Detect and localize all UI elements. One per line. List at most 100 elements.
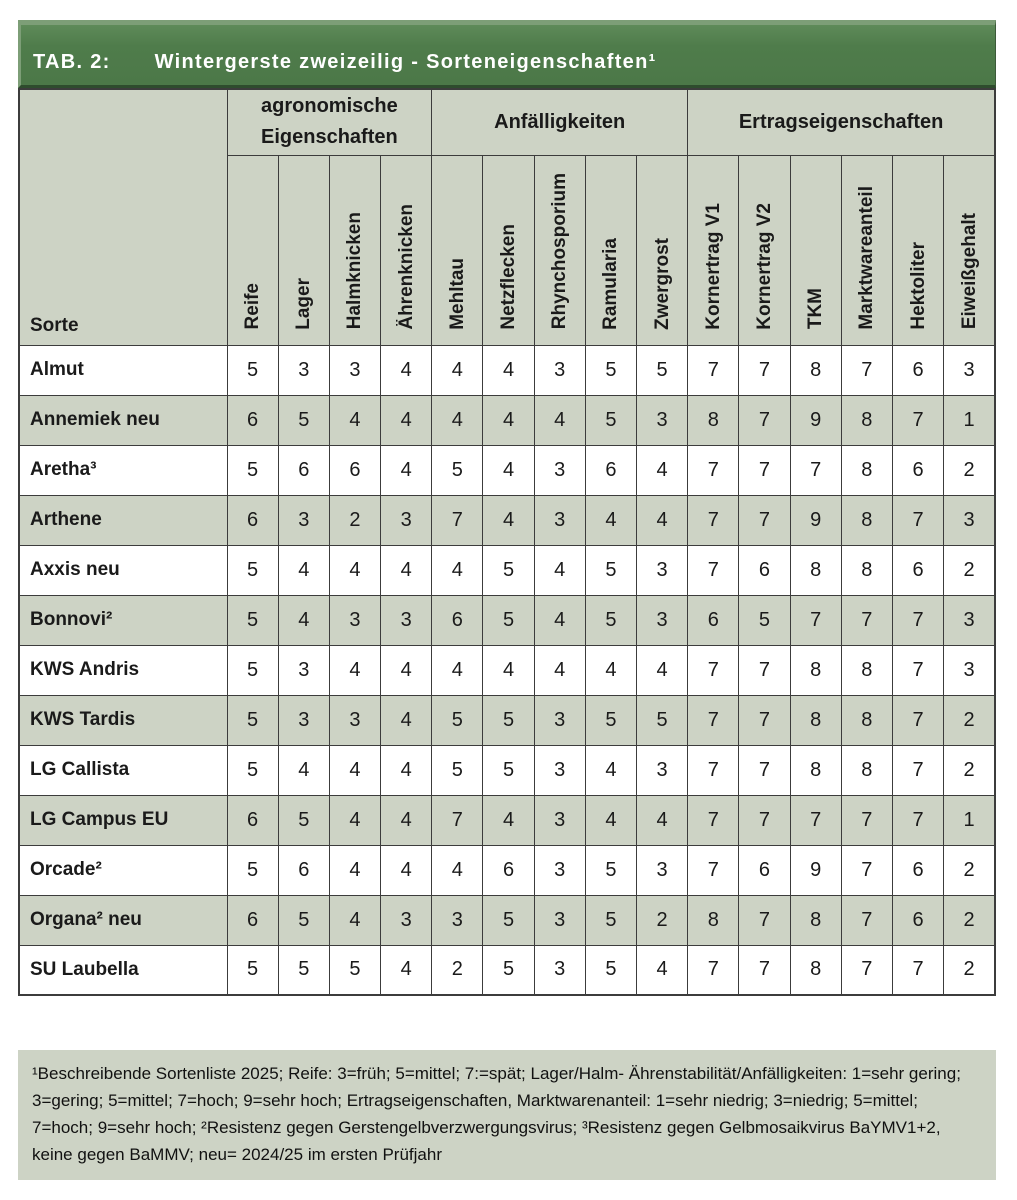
- rating-cell: 2: [943, 944, 996, 996]
- column-header: Ährenknicken: [380, 154, 433, 346]
- rating-cell: 5: [226, 444, 279, 496]
- rating-cell: 3: [943, 594, 996, 646]
- rating-cell: 5: [482, 894, 535, 946]
- variety-name: Organa² neu: [30, 909, 142, 930]
- rating-cell: 4: [431, 844, 484, 896]
- column-header-label: Rhynchosporium: [549, 173, 571, 330]
- column-header-label: Ährenknicken: [395, 203, 417, 330]
- rating-cell: 7: [738, 494, 791, 546]
- rating-cell: 5: [584, 594, 638, 646]
- variety-name: Annemiek neu: [30, 409, 160, 430]
- rating-cell: 7: [840, 794, 893, 846]
- table-row: Organa² neu 6 5 4 3 3 5 3 5 2 8 7 8 7 6 2: [18, 894, 996, 946]
- rating-cell: 6: [891, 844, 945, 896]
- rating-cell: 7: [738, 744, 791, 796]
- rating-cell: 3: [328, 594, 382, 646]
- table-row: Aretha³ 5 6 6 4 5 4 3 6 4 7 7 7 8 6 2: [18, 444, 996, 496]
- rating-cell: 5: [482, 694, 535, 746]
- rating-cell: 7: [738, 894, 791, 946]
- rating-cell: 4: [482, 644, 535, 696]
- rating-cell: 4: [328, 644, 382, 696]
- column-header: Zwergrost: [635, 154, 689, 346]
- rating-cell: 7: [687, 794, 740, 846]
- rating-cell: 5: [482, 744, 535, 796]
- rating-cell: 5: [584, 544, 638, 596]
- column-group-label: Anfälligkeiten: [494, 110, 626, 133]
- rating-cell: 5: [277, 794, 330, 846]
- rating-cell: 3: [635, 594, 689, 646]
- column-header-label: Halmknicken: [344, 212, 366, 330]
- rating-cell: 5: [482, 544, 535, 596]
- column-header-label: Eiweißgehalt: [958, 213, 980, 330]
- column-header: Kornertrag V2: [738, 154, 791, 346]
- rating-cell: 8: [687, 394, 740, 446]
- column-header-row: Reife Lager Halmknicken Ährenknicken Mehltau…: [19, 154, 996, 346]
- rating-cell: 4: [635, 444, 689, 496]
- rating-cell: 4: [277, 744, 330, 796]
- rating-cell: 9: [789, 844, 842, 896]
- variety-name-cell: Annemiek neu: [18, 394, 228, 446]
- rating-cell: 7: [840, 844, 893, 896]
- rating-cell: 6: [226, 494, 279, 546]
- rating-cell: 5: [226, 594, 279, 646]
- rating-cell: 7: [687, 644, 740, 696]
- variety-name-cell: LG Callista: [18, 744, 228, 796]
- column-header: Halmknicken: [328, 154, 382, 346]
- rating-cell: 5: [584, 344, 638, 396]
- rating-cell: 4: [431, 344, 484, 396]
- rating-cell: 7: [738, 344, 791, 396]
- rating-cell: 2: [635, 894, 689, 946]
- rating-cell: 4: [277, 594, 330, 646]
- rating-cell: 7: [738, 794, 791, 846]
- rating-cell: 6: [431, 594, 484, 646]
- rating-cell: 7: [738, 694, 791, 746]
- rating-cell: 7: [687, 494, 740, 546]
- column-header-label: TKM: [805, 288, 827, 330]
- rating-cell: 6: [687, 594, 740, 646]
- rating-cell: 4: [328, 744, 382, 796]
- column-header-label: Marktwareanteil: [856, 185, 878, 330]
- rating-cell: 4: [482, 394, 535, 446]
- rating-cell: 7: [738, 394, 791, 446]
- rating-cell: 8: [687, 894, 740, 946]
- rating-cell: 5: [584, 694, 638, 746]
- rating-cell: 3: [635, 744, 689, 796]
- rating-cell: 5: [328, 944, 382, 996]
- rating-cell: 4: [431, 644, 484, 696]
- rating-cell: 5: [584, 394, 638, 446]
- rating-cell: 4: [380, 544, 433, 596]
- column-header: Hektoliter: [891, 154, 945, 346]
- table-body: Almut 5 3 3 4 4 4 3 5 5 7 7 8 7 6 3 Annemiek neu 6 5 4 4 4 4 4 5…: [18, 344, 996, 996]
- rating-cell: 4: [482, 444, 535, 496]
- rating-cell: 4: [482, 794, 535, 846]
- rating-cell: 4: [635, 494, 689, 546]
- rating-cell: 5: [635, 694, 689, 746]
- column-header: Ramularia: [584, 154, 638, 346]
- variety-name: KWS Andris: [30, 659, 140, 680]
- sorte-header-label: Sorte: [30, 314, 79, 336]
- column-header: Lager: [277, 154, 330, 346]
- rating-cell: 8: [789, 944, 842, 996]
- rating-cell: 5: [226, 344, 279, 396]
- rating-cell: 7: [687, 744, 740, 796]
- rating-cell: 8: [789, 894, 842, 946]
- variety-name: LG Campus EU: [30, 809, 169, 830]
- rating-cell: 4: [533, 544, 586, 596]
- rating-cell: 7: [891, 594, 945, 646]
- rating-cell: 5: [226, 944, 279, 996]
- variety-name-cell: Axxis neu: [18, 544, 228, 596]
- rating-cell: 7: [738, 444, 791, 496]
- column-header-label: Kornertrag V1: [702, 202, 724, 330]
- table-row: Orcade² 5 6 4 4 4 6 3 5 3 7 6 9 7 6 2: [18, 844, 996, 896]
- column-header-label: Hektoliter: [907, 241, 929, 330]
- rating-cell: 7: [687, 844, 740, 896]
- rating-cell: 3: [635, 844, 689, 896]
- rating-cell: 8: [840, 544, 893, 596]
- rating-cell: 2: [943, 844, 996, 896]
- rating-cell: 4: [328, 844, 382, 896]
- column-header: TKM: [789, 154, 842, 346]
- rating-cell: 8: [789, 644, 842, 696]
- footnote: ¹Beschreibende Sortenliste 2025; Reife: …: [18, 1050, 996, 1180]
- rating-cell: 4: [533, 394, 586, 446]
- rating-cell: 8: [840, 744, 893, 796]
